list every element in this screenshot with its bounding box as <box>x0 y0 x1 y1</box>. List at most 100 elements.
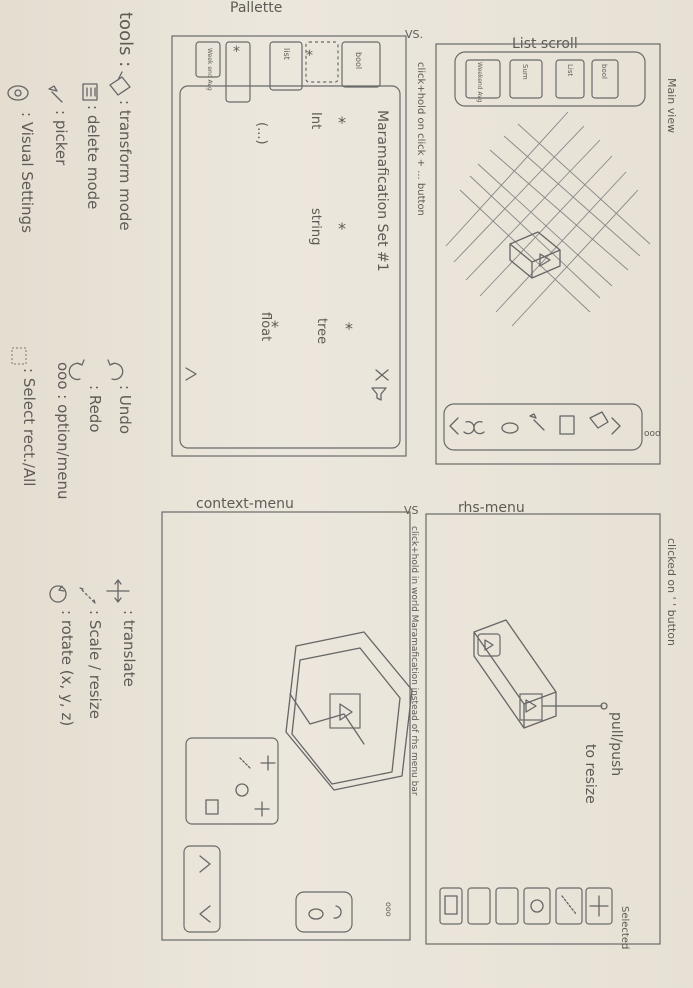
pallette-tab-select[interactable] <box>305 41 339 83</box>
rhs-tool-translate[interactable] <box>585 887 613 925</box>
pallette-item-tree[interactable]: tree <box>314 318 329 344</box>
rhs-world-object[interactable] <box>473 619 608 729</box>
translate-icon[interactable] <box>589 895 609 917</box>
legend-item-delete: : delete mode <box>84 105 102 209</box>
close-icon[interactable] <box>375 369 389 381</box>
main-view-frame <box>435 43 661 465</box>
pallette-item-star[interactable]: * <box>338 219 346 238</box>
trash-icon[interactable] <box>444 895 458 915</box>
pallette-item-star[interactable]: * <box>338 113 346 132</box>
pallette-item-int[interactable]: Int <box>308 112 323 129</box>
pallette-tab-bool-label: bool <box>354 52 363 69</box>
pallette-tab-list-label: list <box>282 48 291 60</box>
chevron-right-icon[interactable] <box>199 855 211 873</box>
eye-icon[interactable] <box>501 422 519 434</box>
rhs-menu-clicked-note: clicked on ' ' button <box>665 538 678 646</box>
translate-icon[interactable] <box>260 755 276 771</box>
eye-icon <box>7 85 29 101</box>
collapse-chevron-icon[interactable] <box>185 367 197 381</box>
trash-icon <box>82 83 98 101</box>
redo-icon[interactable] <box>473 420 485 435</box>
radial-context-menu[interactable] <box>285 631 413 791</box>
redo-icon <box>68 359 85 381</box>
transform-icon <box>109 71 131 96</box>
undo-icon[interactable] <box>463 420 475 435</box>
pallette-note: click+hold on click + ... button <box>415 62 426 216</box>
scale-icon <box>79 587 96 604</box>
rhs-pull-push-note: pull/push <box>608 712 624 776</box>
legend-item-rotate: : rotate (x, y, z) <box>58 610 76 726</box>
list-item-bool[interactable] <box>591 59 619 99</box>
trash-icon[interactable] <box>205 799 219 815</box>
pallette-item-string[interactable]: string <box>308 208 323 245</box>
rhs-tool-object[interactable] <box>467 887 491 925</box>
filter-icon[interactable] <box>371 387 387 401</box>
pallette-items: * * * * * * Int string tree float (...) <box>233 44 353 344</box>
legend-item-option: ooo : option/menu <box>54 362 72 499</box>
pallette-tab-bool[interactable] <box>341 41 381 88</box>
context-mini-toolbar <box>295 891 353 933</box>
context-menu-frame <box>161 511 411 941</box>
list-item-weekend[interactable] <box>465 59 501 99</box>
pallette-item-star[interactable]: * <box>233 44 240 60</box>
options-menu-icon[interactable]: ooo <box>384 902 393 917</box>
rhs-resize-note: to resize <box>582 744 598 804</box>
rotate-icon[interactable] <box>235 783 249 797</box>
legend-item-picker: : picker <box>52 110 70 166</box>
scale-icon[interactable] <box>561 895 577 915</box>
pallette-tab-star-a[interactable] <box>225 41 251 103</box>
rhs-tool-trash[interactable] <box>439 887 463 925</box>
legend-item-visual: : Visual Settings <box>18 112 36 233</box>
legend-item-select: : Select rect./All <box>20 368 38 486</box>
list-scroll-strip[interactable] <box>454 51 646 107</box>
rhs-tool-scale[interactable] <box>555 887 583 925</box>
rhs-tool-rotate[interactable] <box>523 887 551 925</box>
transform-icon[interactable] <box>589 411 609 429</box>
pallette-tab-weekend[interactable] <box>195 41 221 78</box>
trash-icon[interactable] <box>559 415 575 435</box>
list-item-bool-label: bool <box>600 64 608 79</box>
world-grid <box>445 111 651 327</box>
pallette-item-float[interactable]: float <box>258 312 273 341</box>
legend-item-redo: : Redo <box>86 385 104 433</box>
pallette-item-star[interactable]: * <box>271 317 279 336</box>
pallette-section: Pallette VS. click+hold on click + ... b… <box>171 0 426 457</box>
undo-icon[interactable] <box>333 905 342 919</box>
context-nav-bar <box>183 845 221 933</box>
pallette-item-star[interactable]: * <box>345 319 353 338</box>
list-item-list-label: List <box>566 64 574 76</box>
list-item-sum[interactable] <box>509 59 543 99</box>
list-item-list[interactable] <box>555 59 585 99</box>
rhs-toolbar <box>439 887 613 925</box>
eye-icon[interactable] <box>308 908 324 920</box>
chevron-left-icon[interactable] <box>449 417 459 435</box>
scale-icon[interactable] <box>239 757 251 769</box>
pallette-item-star[interactable]: * <box>306 48 313 64</box>
pallette-tab-strip: Week end Avg list bool <box>195 41 381 103</box>
pallette-item-more[interactable]: (...) <box>254 122 269 145</box>
rhs-tool-picker[interactable] <box>495 887 519 925</box>
context-tool-icons <box>205 755 276 817</box>
rotate-icon[interactable] <box>530 899 544 913</box>
context-menu-heading: context-menu <box>196 496 294 512</box>
picker-icon[interactable] <box>529 413 545 431</box>
select-rect-icon <box>11 347 27 365</box>
chevron-right-icon[interactable] <box>611 417 621 435</box>
rhs-menu-section: rhs-menu clicked on ' ' button pull/push… <box>425 500 678 949</box>
list-scroll-items: bool List Sum Weekend Avg <box>465 59 619 103</box>
pallette-frame <box>171 35 407 457</box>
translate-icon[interactable] <box>254 801 270 817</box>
rotate-icon <box>49 585 67 603</box>
pallette-set-title: Maramafication Set #1 <box>374 110 390 272</box>
pallette-tab-list[interactable] <box>269 41 303 91</box>
main-toolbar <box>443 403 643 451</box>
chevron-left-icon[interactable] <box>199 905 211 923</box>
context-menu-section: context-menu VS click+hold in world Mara… <box>161 496 419 941</box>
list-item-sum-label: Sum <box>521 64 529 80</box>
options-menu-icon[interactable]: ooo <box>644 429 661 439</box>
selected-object[interactable] <box>329 693 361 729</box>
main-toolbar-icons <box>449 411 621 435</box>
pallette-tab-weekend-label: Week end Avg <box>206 48 213 91</box>
world-cube[interactable] <box>509 231 561 279</box>
